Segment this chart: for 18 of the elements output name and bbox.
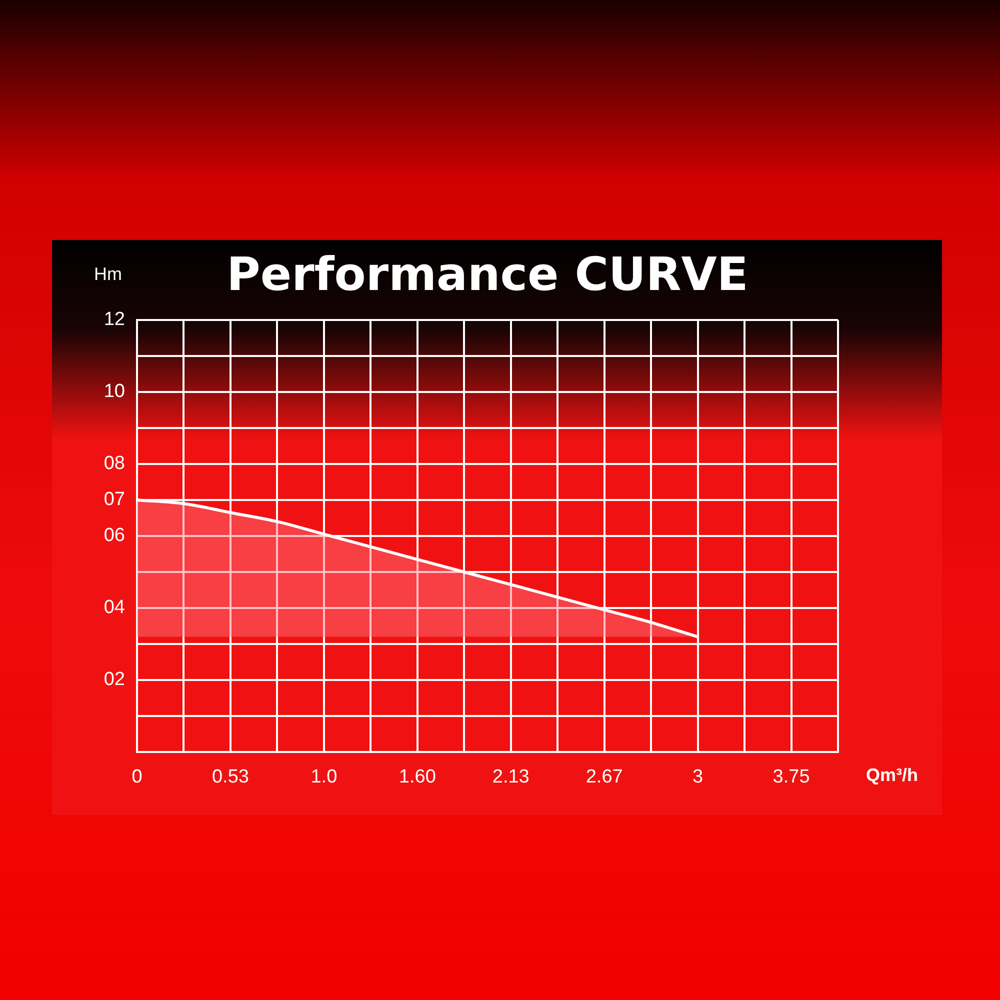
- x-tick-label: 0.53: [212, 766, 249, 788]
- x-tick-label: 1.60: [398, 766, 436, 788]
- chart-title: Performance CURVE: [226, 246, 748, 301]
- y-tick-label: 04: [104, 597, 126, 618]
- x-tick-label: 3: [692, 766, 704, 788]
- x-tick-label: 2.13: [492, 766, 530, 788]
- x-tick-label: 0: [132, 766, 142, 788]
- x-tick-label: 3.75: [772, 766, 810, 788]
- y-tick-label: 02: [104, 669, 125, 690]
- y-tick-label: 07: [104, 489, 125, 510]
- x-axis-title: Qm³/h: [866, 764, 918, 785]
- x-tick-label: 1.0: [310, 766, 338, 788]
- x-tick-label: 2.67: [586, 766, 623, 788]
- y-tick-label: 12: [104, 309, 125, 330]
- y-tick-label: 08: [104, 453, 125, 474]
- y-axis-title: Hm: [94, 264, 122, 284]
- y-tick-label: 10: [104, 381, 125, 402]
- y-tick-label: 06: [104, 525, 125, 546]
